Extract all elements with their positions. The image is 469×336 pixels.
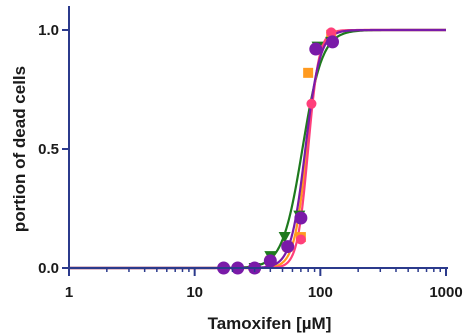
fit-curve-3 [69, 28, 446, 270]
x-tick-label: 1 [65, 284, 73, 301]
x-tick-label: 100 [308, 284, 333, 301]
y-tick-label: 0.5 [38, 141, 59, 158]
data-point-series-1 [303, 67, 314, 78]
data-point-series-3 [306, 98, 317, 109]
x-tick-label: 10 [186, 284, 203, 301]
y-axis-title: portion of dead cells [10, 66, 29, 232]
data-point-series-3 [326, 27, 337, 38]
y-tick-label: 0.0 [38, 260, 59, 277]
data-point-series-2 [278, 232, 291, 244]
data-point-series-4 [294, 211, 308, 225]
data-point-series-3 [295, 234, 306, 245]
y-tick-label: 1.0 [38, 22, 59, 39]
data-points [217, 27, 340, 275]
fit-curve-1 [69, 28, 446, 270]
x-tick-label: 1000 [429, 284, 462, 301]
fit-curves [69, 28, 446, 270]
axes: 1 10 100 1000 0.0 0.5 1.0 [38, 6, 463, 301]
fit-curve-2 [69, 28, 446, 270]
fit-curve-4 [69, 28, 446, 270]
y-axis-ticks: 0.0 0.5 1.0 [38, 22, 69, 277]
data-point-series-4 [326, 35, 340, 49]
data-point-series-4 [309, 42, 323, 56]
x-axis-ticks: 1 10 100 1000 [65, 268, 463, 301]
data-point-series-4 [281, 240, 295, 254]
x-axis-title: Tamoxifen [µM] [208, 314, 332, 333]
data-point-series-4 [263, 254, 277, 268]
